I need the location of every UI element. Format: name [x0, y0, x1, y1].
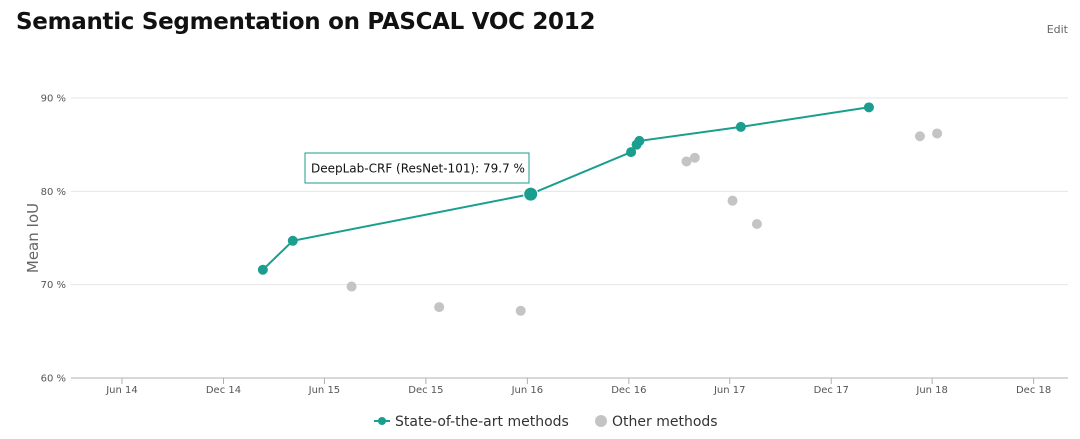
legend-sota-marker	[378, 417, 386, 425]
other-method-point	[681, 156, 692, 167]
gridlines	[71, 97, 1068, 379]
x-tick-label: Dec 14	[206, 385, 241, 396]
y-tick-label: 80 %	[41, 187, 66, 198]
sota-point	[634, 135, 645, 146]
other-method-point	[914, 131, 925, 142]
tooltip-box	[304, 152, 530, 184]
other-method-point	[515, 305, 526, 316]
legend: State-of-the-art methods Other methods	[374, 414, 718, 430]
tooltip: DeepLab-CRF (ResNet-101): 79.7 %	[304, 152, 530, 184]
edit-link[interactable]: Edit	[1046, 23, 1068, 36]
y-tick-label: 90 %	[41, 94, 66, 105]
x-tick-label: Jun 16	[511, 385, 544, 396]
legend-other-label: Other methods	[612, 414, 718, 430]
sota-series-line	[262, 106, 870, 271]
x-tick-label: Dec 16	[611, 385, 646, 396]
x-tick-label: Dec 18	[1016, 385, 1051, 396]
x-tick-label: Jun 15	[308, 385, 341, 396]
y-tick-label: 60 %	[41, 374, 66, 385]
x-tick-label: Jun 17	[713, 385, 746, 396]
x-tick-label: Jun 18	[915, 385, 948, 396]
legend-other-marker	[595, 415, 607, 427]
page-title: Semantic Segmentation on PASCAL VOC 2012	[16, 9, 596, 35]
y-tick-labels: 60 % 70 % 80 % 90 %	[41, 94, 66, 385]
sota-point	[257, 264, 268, 275]
sota-point	[863, 102, 874, 113]
sota-point	[735, 121, 746, 132]
y-axis-title: Mean IoU	[24, 203, 42, 273]
x-tick-label: Jun 14	[105, 385, 138, 396]
other-method-point	[689, 152, 700, 163]
tooltip-text: DeepLab-CRF (ResNet-101): 79.7 %	[311, 162, 525, 176]
sota-point	[626, 147, 637, 158]
x-tick-labels: Jun 14 Dec 14 Jun 15 Dec 15 Jun 16 Dec 16 Jun …	[105, 378, 1051, 396]
other-method-point	[727, 195, 738, 206]
y-tick-label: 70 %	[41, 280, 66, 291]
other-method-point	[434, 302, 445, 313]
series-layer	[257, 102, 943, 316]
other-method-point	[932, 128, 943, 139]
other-method-point	[751, 219, 762, 229]
sota-point-highlighted	[523, 186, 539, 202]
legend-sota-label: State-of-the-art methods	[395, 414, 569, 430]
x-tick-label: Dec 17	[814, 385, 849, 396]
other-method-point	[346, 281, 357, 292]
sota-point	[287, 235, 298, 246]
x-tick-label: Dec 15	[408, 385, 443, 396]
